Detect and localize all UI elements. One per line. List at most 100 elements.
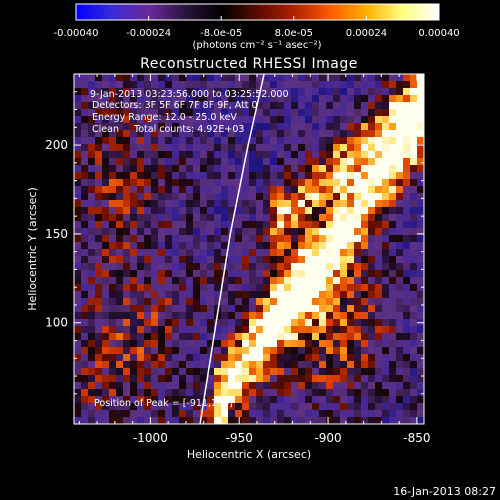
heatmap-pixel	[235, 207, 243, 215]
heatmap-pixel	[340, 403, 348, 411]
heatmap-pixel	[235, 249, 243, 257]
heatmap-pixel	[347, 284, 355, 292]
heatmap-pixel	[410, 109, 418, 117]
heatmap-pixel	[235, 235, 243, 243]
heatmap-pixel	[326, 95, 334, 103]
heatmap-pixel	[137, 95, 145, 103]
heatmap-pixel	[95, 291, 103, 299]
heatmap-pixel	[333, 410, 341, 418]
heatmap-pixel	[284, 333, 292, 341]
heatmap-pixel	[130, 158, 138, 166]
heatmap-pixel	[109, 326, 117, 334]
heatmap-pixel	[382, 368, 390, 376]
heatmap-pixel	[277, 319, 285, 327]
heatmap-pixel	[137, 200, 145, 208]
heatmap-pixel	[298, 151, 306, 159]
heatmap-pixel	[130, 410, 138, 418]
heatmap-pixel	[95, 417, 103, 424]
heatmap-pixel	[382, 200, 390, 208]
heatmap-pixel	[228, 382, 236, 390]
heatmap-pixel	[312, 179, 320, 187]
heatmap-pixel	[200, 410, 208, 418]
heatmap-pixel	[361, 326, 369, 334]
heatmap-pixel	[193, 375, 201, 383]
heatmap-pixel	[151, 116, 159, 124]
heatmap-pixel	[347, 123, 355, 131]
heatmap-pixel	[368, 256, 376, 264]
heatmap-pixel	[249, 193, 257, 201]
heatmap-pixel	[207, 214, 215, 222]
heatmap-pixel	[130, 326, 138, 334]
heatmap-pixel	[403, 319, 411, 327]
heatmap-pixel	[130, 221, 138, 229]
heatmap-pixel	[81, 305, 89, 313]
heatmap-pixel	[361, 186, 369, 194]
heatmap-pixel	[95, 249, 103, 257]
heatmap-pixel	[396, 270, 404, 278]
heatmap-pixel	[375, 389, 383, 397]
heatmap-pixel	[368, 284, 376, 292]
heatmap-pixel	[368, 214, 376, 222]
heatmap-pixel	[95, 375, 103, 383]
heatmap-pixel	[249, 347, 257, 355]
heatmap-pixel	[284, 249, 292, 257]
heatmap-pixel	[130, 333, 138, 341]
heatmap-pixel	[284, 165, 292, 173]
heatmap-pixel	[375, 81, 383, 89]
heatmap-pixel	[389, 263, 397, 271]
heatmap-pixel	[102, 382, 110, 390]
heatmap-pixel	[389, 88, 397, 96]
heatmap-pixel	[270, 200, 278, 208]
heatmap-pixel	[291, 256, 299, 264]
heatmap-pixel	[130, 361, 138, 369]
heatmap-pixel	[389, 298, 397, 306]
heatmap-pixel	[151, 382, 159, 390]
heatmap-pixel	[298, 158, 306, 166]
heatmap-pixel	[151, 249, 159, 257]
heatmap-pixel	[172, 284, 180, 292]
heatmap-pixel	[130, 389, 138, 397]
heatmap-pixel	[95, 165, 103, 173]
heatmap-pixel	[333, 186, 341, 194]
heatmap-pixel	[193, 410, 201, 418]
heatmap-pixel	[319, 270, 327, 278]
heatmap-pixel	[361, 263, 369, 271]
heatmap-pixel	[410, 389, 418, 397]
heatmap-pixel	[382, 172, 390, 180]
heatmap-pixel	[284, 179, 292, 187]
heatmap-pixel	[368, 270, 376, 278]
heatmap-pixel	[354, 172, 362, 180]
heatmap-pixel	[172, 249, 180, 257]
heatmap-pixel	[326, 403, 334, 411]
heatmap-pixel	[368, 326, 376, 334]
heatmap-pixel	[340, 193, 348, 201]
heatmap-pixel	[375, 347, 383, 355]
heatmap-pixel	[81, 74, 89, 82]
heatmap-pixel	[221, 389, 229, 397]
heatmap-pixel	[242, 277, 250, 285]
heatmap-pixel	[165, 403, 173, 411]
heatmap-pixel	[319, 403, 327, 411]
heatmap-pixel	[361, 298, 369, 306]
heatmap-pixel	[207, 102, 215, 110]
heatmap-pixel	[193, 389, 201, 397]
heatmap-pixel	[207, 410, 215, 418]
heatmap-pixel	[298, 291, 306, 299]
heatmap-pixel	[242, 305, 250, 313]
heatmap-pixel	[228, 333, 236, 341]
heatmap-pixel	[396, 354, 404, 362]
heatmap-pixel	[151, 207, 159, 215]
heatmap-pixel	[144, 354, 152, 362]
heatmap-pixel	[284, 263, 292, 271]
heatmap-pixel	[291, 214, 299, 222]
heatmap-pixel	[382, 116, 390, 124]
heatmap-pixel	[172, 410, 180, 418]
heatmap-pixel	[389, 277, 397, 285]
heatmap-pixel	[375, 354, 383, 362]
heatmap-pixel	[144, 340, 152, 348]
heatmap-pixel	[326, 102, 334, 110]
heatmap-pixel	[137, 207, 145, 215]
heatmap-pixel	[109, 186, 117, 194]
heatmap-pixel	[375, 158, 383, 166]
heatmap-pixel	[172, 179, 180, 187]
